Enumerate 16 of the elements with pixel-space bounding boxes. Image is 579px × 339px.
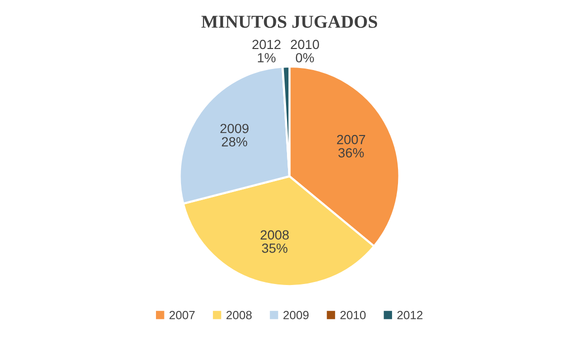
data-label: 36% xyxy=(338,148,364,158)
legend-label: 2008 xyxy=(226,310,252,320)
slice-label: 2009 xyxy=(220,124,248,134)
data-label: 35% xyxy=(262,244,288,253)
data-label: 1% xyxy=(258,53,276,62)
slice-label: 2007 xyxy=(337,134,366,144)
legend-label: 2007 xyxy=(170,310,195,320)
category-label: 2010 xyxy=(290,40,320,50)
text: 0% xyxy=(296,53,314,62)
legend-label: 2009 xyxy=(283,310,309,320)
legend-label: 2012 xyxy=(397,310,422,320)
slice-label: 2008 xyxy=(260,230,289,240)
chart-title: MINUTOS JUGADOS xyxy=(201,16,378,28)
slice-label: 2012 xyxy=(252,40,280,50)
legend-label: 2010 xyxy=(340,310,366,320)
data-label: 28% xyxy=(222,137,248,146)
